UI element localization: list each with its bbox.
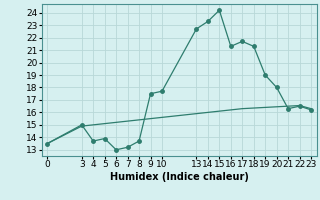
X-axis label: Humidex (Indice chaleur): Humidex (Indice chaleur)	[110, 172, 249, 182]
